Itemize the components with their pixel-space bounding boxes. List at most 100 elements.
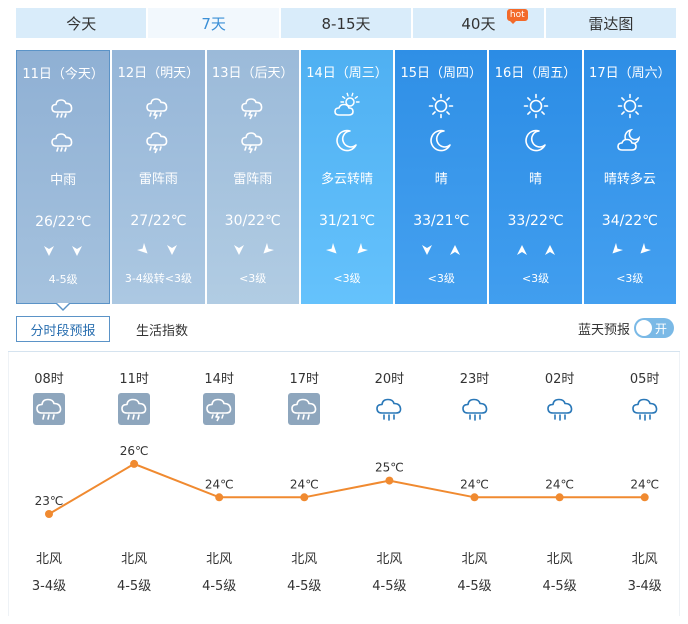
day-weather: 晴	[529, 172, 543, 187]
temperature-point	[385, 476, 394, 485]
thunder-shower-icon	[144, 126, 172, 154]
wind-level: <3级	[239, 272, 267, 285]
hour-time: 14时	[204, 372, 234, 387]
day-card[interactable]: 12日（明天） 雷阵雨 27/22℃ 3-4级转<3级	[112, 50, 205, 304]
hour-wind-direction: 北风	[376, 552, 403, 567]
wind-arrow-icon	[70, 243, 84, 259]
day-date: 17日（周六）	[589, 66, 671, 81]
wind-direction	[395, 242, 487, 258]
tab-40day[interactable]: 40天 hot	[413, 8, 544, 38]
tab-today[interactable]: 今天	[16, 8, 147, 38]
temperature-label: 26℃	[120, 444, 149, 458]
tab-7day[interactable]: 7天	[148, 8, 279, 38]
hourly-temperature-chart: 23℃ 26℃ 24℃ 24℃ 25℃ 24℃ 24℃ 24℃	[35, 444, 659, 518]
hour-wind-level: 4-5级	[542, 579, 577, 594]
hour-time: 05时	[629, 372, 660, 387]
temperature-line	[48, 462, 645, 515]
rain-box-icon	[118, 393, 151, 425]
wind-level: 3-4级转<3级	[124, 272, 193, 285]
day-card[interactable]: 14日（周三） 多云转晴 31/21℃ <3级	[300, 50, 394, 304]
temperature-label: 24℃	[205, 477, 234, 491]
day-card[interactable]: 15日（周四） 晴 33/21℃ <3级	[395, 50, 488, 304]
blue-sky-toggle[interactable]: 开	[634, 318, 674, 338]
thunder-shower-icon	[144, 92, 172, 120]
thunder-box-icon	[203, 393, 236, 425]
day-temperature: 27/22℃	[130, 213, 187, 229]
hour-wind-level: 4-5级	[202, 579, 237, 594]
wind-arrow-icon	[354, 242, 369, 258]
tab-label: 8-15天	[321, 14, 371, 33]
hour-wind-direction: 北风	[206, 552, 233, 567]
wind-arrow-icon	[543, 242, 557, 258]
wind-direction	[584, 242, 676, 258]
rain-outline-icon	[373, 393, 405, 425]
rain-outline-icon	[544, 393, 576, 425]
sun-icon	[522, 92, 550, 120]
temperature-label: 24℃	[545, 477, 574, 491]
tab-label: 7天	[201, 14, 226, 33]
selected-day-pointer	[56, 303, 70, 311]
temperature-point	[215, 493, 224, 502]
wind-arrow-icon	[260, 242, 274, 258]
tab-label: 雷达图	[588, 14, 634, 33]
temperature-label: 24℃	[290, 477, 319, 491]
hourly-slot: 20时	[359, 368, 419, 425]
wind-arrow-icon	[420, 242, 434, 258]
blue-sky-label: 蓝天预报	[577, 323, 630, 338]
hour-wind-level: 4-5级	[457, 579, 492, 594]
wind-arrow-icon	[637, 242, 651, 258]
toggle-knob	[636, 320, 652, 336]
rain-outline-icon	[459, 393, 491, 425]
day-temperature: 26/22℃	[35, 214, 92, 230]
tab-life-index[interactable]: 生活指数	[122, 316, 202, 342]
tab-hourly-forecast[interactable]: 分时段预报	[16, 316, 110, 342]
day-date: 14日（周三）	[306, 66, 388, 81]
tab-8-15day[interactable]: 8-15天	[280, 8, 412, 38]
hourly-slot: 14时	[189, 368, 249, 425]
hour-wind-direction: 北风	[121, 552, 148, 567]
day-weather: 晴转多云	[603, 172, 656, 187]
wind-level: 4-5级	[48, 273, 78, 286]
day-card[interactable]: 16日（周五） 晴 33/22℃ <3级	[489, 50, 582, 304]
wind-direction	[301, 242, 393, 258]
hour-time: 20时	[374, 372, 405, 387]
tab-label: 今天	[66, 14, 97, 33]
day-card[interactable]: 11日（今天） 中雨 26/22℃ 4-5级	[16, 50, 111, 304]
temperature-point	[470, 493, 479, 502]
day-card[interactable]: 17日（周六） 晴转多云 34/22℃ <3级	[583, 50, 676, 304]
partly-cloudy-day-icon	[333, 92, 361, 120]
toggle-label: 开	[655, 322, 668, 336]
moderate-rain-icon	[49, 127, 77, 155]
tab-radar[interactable]: 雷达图	[545, 8, 677, 38]
wind-direction	[207, 242, 299, 258]
thunder-shower-icon	[239, 92, 267, 120]
day-temperature: 34/22℃	[601, 213, 658, 229]
wind-level: <3级	[427, 272, 455, 285]
rain-box-icon	[288, 393, 321, 425]
rain-outline-icon	[629, 393, 661, 425]
hourly-slot: 23时	[445, 368, 505, 425]
hour-time: 08时	[34, 372, 64, 387]
day-weather: 雷阵雨	[138, 172, 178, 187]
day-weather: 多云转晴	[320, 172, 373, 187]
sun-icon	[616, 92, 644, 120]
hourly-slot: 11时	[104, 368, 164, 425]
wind-arrow-icon	[42, 243, 56, 259]
hourly-slot: 05时	[615, 368, 675, 425]
day-card[interactable]: 13日（后天） 雷阵雨 30/22℃ <3级	[206, 50, 299, 304]
temperature-point	[640, 493, 649, 502]
wind-arrow-icon	[232, 242, 246, 258]
temperature-point	[130, 459, 139, 468]
day-date: 11日（今天）	[22, 67, 104, 82]
moon-icon	[522, 126, 550, 154]
cloudy-night-icon	[616, 126, 644, 154]
moderate-rain-icon	[49, 93, 77, 121]
hour-time: 02时	[544, 372, 575, 387]
hour-wind-level: 3-4级	[627, 579, 662, 594]
moon-icon	[333, 126, 361, 154]
temperature-point	[300, 493, 309, 502]
day-temperature: 30/22℃	[224, 213, 281, 229]
hour-wind-direction: 北风	[291, 552, 318, 567]
wind-direction	[112, 242, 204, 258]
temperature-label: 23℃	[35, 494, 64, 508]
